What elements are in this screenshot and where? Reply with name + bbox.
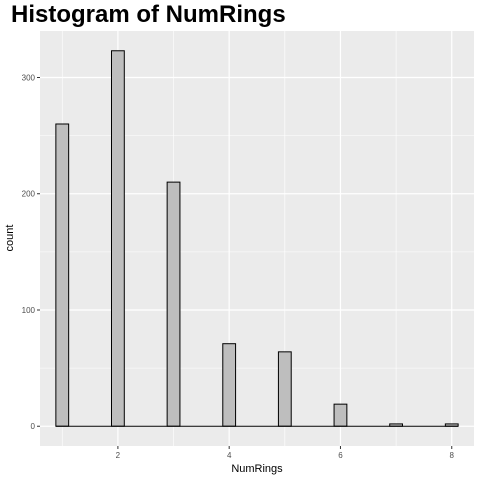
- histogram-bar: [222, 343, 237, 427]
- bars-layer: [55, 50, 459, 427]
- y-tick-label: 200: [22, 190, 36, 199]
- plot-panel: [40, 31, 474, 446]
- histogram-bar: [110, 50, 125, 427]
- x-tick-label: 6: [338, 451, 343, 460]
- histogram-bar: [333, 403, 348, 427]
- x-tick-label: 8: [450, 451, 455, 460]
- histogram-bar: [166, 181, 181, 427]
- histogram-bar: [55, 123, 70, 427]
- chart-title: Histogram of NumRings: [11, 1, 286, 28]
- y-axis-title: count: [4, 225, 16, 252]
- y-axis-ticks: 0 100 200 300: [22, 73, 40, 431]
- x-tick-label: 2: [116, 451, 121, 460]
- y-tick-label: 100: [22, 306, 36, 315]
- y-tick-label: 300: [22, 73, 36, 82]
- y-tick-label: 0: [31, 422, 36, 431]
- histogram-bar: [277, 351, 292, 427]
- x-tick-label: 4: [227, 451, 232, 460]
- x-axis-title: NumRings: [231, 463, 283, 475]
- x-axis-ticks: 2 4 6 8: [116, 446, 455, 460]
